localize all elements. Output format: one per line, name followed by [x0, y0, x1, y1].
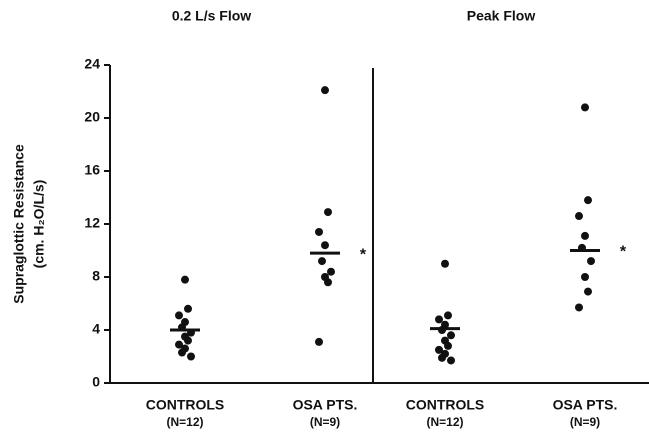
data-point	[187, 352, 195, 361]
x-tick-label: CONTROLS	[146, 397, 225, 413]
data-point	[321, 241, 329, 250]
y-tick-label: 0	[92, 374, 100, 390]
data-point	[447, 331, 455, 340]
y-axis-label: Supraglottic Resistance	[11, 144, 27, 304]
y-tick-label: 8	[92, 268, 100, 284]
data-point	[324, 208, 332, 217]
panel-title: 0.2 L/s Flow	[172, 8, 251, 24]
y-tick-label: 4	[92, 321, 100, 337]
x-tick-label: CONTROLS	[406, 397, 485, 413]
data-point	[587, 257, 595, 266]
data-point	[321, 86, 329, 95]
y-tick-label: 12	[84, 215, 100, 231]
data-point	[184, 304, 192, 313]
data-point	[444, 341, 452, 350]
data-point	[327, 267, 335, 276]
n-label: (N=9)	[570, 415, 600, 429]
data-point	[438, 353, 446, 362]
n-label: (N=12)	[426, 415, 463, 429]
data-point	[315, 227, 323, 236]
n-label: (N=12)	[166, 415, 203, 429]
data-point	[441, 259, 449, 268]
data-point	[315, 337, 323, 346]
data-point	[444, 311, 452, 320]
y-axis-units: (cm. H₂O/L/s)	[31, 180, 47, 269]
data-point	[435, 345, 443, 354]
y-tick-label: 20	[84, 109, 100, 125]
data-point	[584, 287, 592, 296]
data-point	[324, 278, 332, 287]
data-point	[581, 103, 589, 112]
annotation: *	[360, 246, 367, 263]
data-point	[175, 340, 183, 349]
data-point	[575, 303, 583, 312]
y-tick-label: 24	[84, 56, 100, 72]
data-point	[581, 231, 589, 240]
panel-title: Peak Flow	[467, 8, 536, 24]
data-point	[184, 336, 192, 345]
n-label: (N=9)	[310, 415, 340, 429]
data-point	[575, 212, 583, 221]
data-point	[435, 315, 443, 324]
data-point	[581, 273, 589, 281]
data-point	[178, 348, 186, 357]
annotation: *	[620, 244, 627, 261]
x-tick-label: OSA PTS.	[293, 397, 358, 413]
x-tick-label: OSA PTS.	[553, 397, 618, 413]
data-point	[181, 275, 189, 284]
data-point	[318, 257, 326, 266]
data-point	[447, 356, 455, 365]
data-point	[175, 311, 183, 320]
data-point	[584, 196, 592, 205]
y-tick-label: 16	[84, 162, 100, 178]
